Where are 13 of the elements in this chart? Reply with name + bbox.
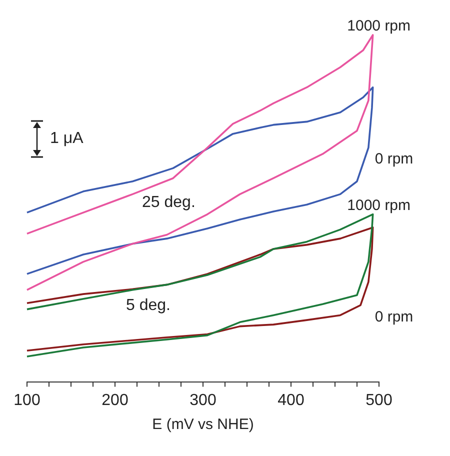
x-tick-label: 200: [102, 392, 128, 409]
annotation: 25 deg.: [142, 194, 196, 212]
x-tick-label: 500: [366, 392, 392, 409]
x-tick-label: 100: [14, 392, 40, 409]
x-tick-label: 400: [278, 392, 304, 409]
series-label: 0 rpm: [374, 308, 414, 326]
x-axis-title: E (mV vs NHE): [152, 416, 254, 434]
series-label: 1000 rpm: [347, 196, 411, 214]
annotation: 5 deg.: [126, 297, 170, 315]
series-label: 0 rpm: [374, 150, 414, 168]
series-label: 1000 rpm: [347, 18, 411, 35]
x-tick-label: 300: [190, 392, 216, 409]
annotation: 1 μA: [50, 130, 84, 148]
